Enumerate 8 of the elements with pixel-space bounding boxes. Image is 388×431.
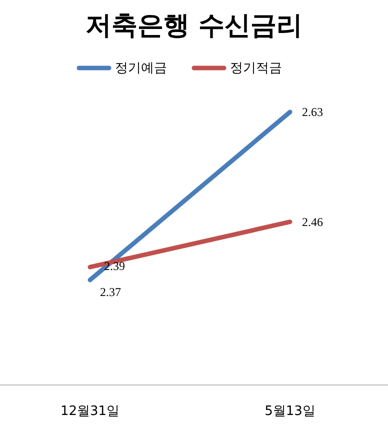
data-label: 2.63 <box>302 105 323 119</box>
legend-label: 정기적금 <box>230 61 282 76</box>
data-label: 2.37 <box>100 285 121 299</box>
x-tick-label: 12월31일 <box>60 404 120 419</box>
x-tick-label: 5월13일 <box>264 404 316 419</box>
legend-label: 정기예금 <box>115 61 167 76</box>
data-label: 2.46 <box>302 214 323 229</box>
chart-title: 저축은행 수신금리 <box>85 11 303 41</box>
